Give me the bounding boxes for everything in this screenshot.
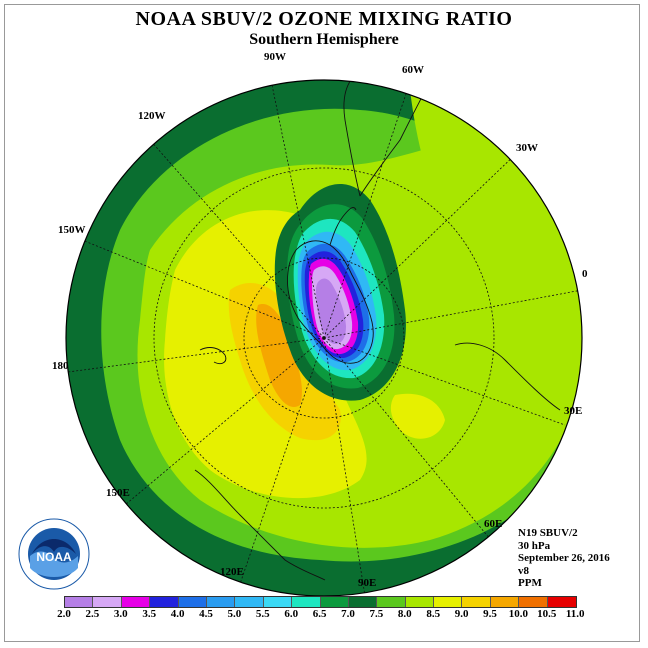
color-swatch [263, 597, 293, 607]
color-scale-tick-label: 9.5 [483, 608, 497, 620]
color-scale-tick-label: 3.0 [113, 608, 128, 620]
meridian-180 [67, 337, 325, 373]
color-swatch [377, 597, 406, 607]
label-60w: 60W [402, 64, 424, 76]
meridian-60e [323, 337, 496, 546]
color-scale-tick-label: 5.5 [255, 608, 270, 620]
color-swatch [206, 597, 236, 607]
color-scale-tick-label: 6.5 [312, 608, 327, 620]
ozone-field [66, 80, 582, 596]
meridian-30e [323, 337, 566, 426]
label-150w: 150W [58, 224, 86, 236]
color-swatch [547, 597, 577, 607]
observation-date: September 26, 2016 [518, 552, 610, 564]
pressure-level: 30 hPa [518, 539, 551, 552]
info-block: N19 SBUV/2 30 hPa September 26, 2016 v8 … [518, 527, 610, 590]
label-120w: 120W [138, 110, 166, 122]
color-scale-tick-label: 4.5 [199, 608, 213, 620]
color-scale-bar [64, 596, 578, 608]
label-180: 180 [52, 360, 69, 372]
meridian-60w [323, 81, 411, 339]
plot-frame [4, 4, 640, 642]
color-scale-tick-label: 8.5 [426, 608, 441, 620]
label-90e: 90E [358, 577, 377, 589]
label-30w: 30W [516, 142, 538, 154]
color-swatch [150, 597, 179, 607]
latitude-circle-inner [243, 257, 405, 419]
graticule [67, 80, 582, 596]
logo-text: NOAA [36, 550, 72, 564]
color-scale-tick-label: 2.0 [57, 608, 71, 620]
field-band-8-5b [390, 393, 445, 439]
algorithm-version: v8 [518, 564, 529, 577]
color-swatch [235, 597, 264, 607]
color-swatch [405, 597, 435, 607]
new-zealand-coast [199, 347, 227, 365]
vortex-2-0 [316, 278, 346, 344]
antarctic-peninsula-coast [329, 207, 357, 246]
label-60e: 60E [484, 518, 503, 530]
meridian-120e [239, 337, 325, 585]
coastlines [194, 80, 561, 581]
antarctica-coast [287, 240, 374, 364]
color-swatch [65, 597, 94, 607]
noaa-logo: NOAA [18, 518, 90, 590]
meridian-150w [81, 239, 325, 339]
color-scale-tick-label: 2.5 [85, 608, 100, 620]
units-label: PPM [518, 577, 542, 589]
color-scale-tick-label: 6.0 [284, 608, 299, 620]
logo-wave [30, 551, 78, 577]
label-150e: 150E [106, 487, 130, 499]
australia-coast [194, 469, 326, 581]
color-swatch [519, 597, 548, 607]
color-scale-tick-label: 4.0 [170, 608, 185, 620]
label-0: 0 [582, 268, 588, 280]
color-swatch [121, 597, 151, 607]
color-scale-tick-label: 11.0 [565, 608, 585, 620]
color-scale-tick-label: 10.0 [508, 608, 529, 620]
label-30e: 30E [564, 405, 583, 417]
color-scale-tick-label: 7.5 [369, 608, 384, 620]
africa-coast [454, 342, 561, 411]
color-scale-tick-label: 3.5 [142, 608, 157, 620]
map-title: NOAA SBUV/2 OZONE MIXING RATIO [135, 8, 513, 30]
color-swatch [490, 597, 520, 607]
label-120e: 120E [220, 566, 244, 578]
meridian-150e [124, 337, 325, 506]
color-scale-tick-label: 7.0 [341, 608, 355, 620]
color-scale-tick-label: 10.5 [537, 608, 557, 620]
logo-bird [32, 539, 76, 554]
satellite-name: N19 SBUV/2 [518, 527, 578, 539]
meridian-30w [323, 149, 521, 339]
color-scale-tick-label: 8.0 [397, 608, 412, 620]
color-scale-tick-label: 9.0 [454, 608, 469, 620]
latitude-circle-middle [153, 167, 495, 509]
color-swatch [320, 597, 349, 607]
color-swatch [178, 597, 207, 607]
field-band-9-5 [256, 304, 302, 408]
label-90w: 90W [264, 51, 286, 63]
color-swatch [348, 597, 378, 607]
color-swatch [93, 597, 122, 607]
color-swatch [434, 597, 463, 607]
color-swatch [462, 597, 491, 607]
color-scale-tick-label: 5.0 [227, 608, 242, 620]
meridian-90e [323, 337, 366, 596]
color-swatch [292, 597, 321, 607]
color-scale-ticks: 2.0 2.5 3.0 3.5 4.0 4.5 5.0 5.5 6.0 6.5 7.0 7.5 8.0 8… [57, 608, 604, 622]
map-subtitle: Southern Hemisphere [249, 31, 399, 48]
